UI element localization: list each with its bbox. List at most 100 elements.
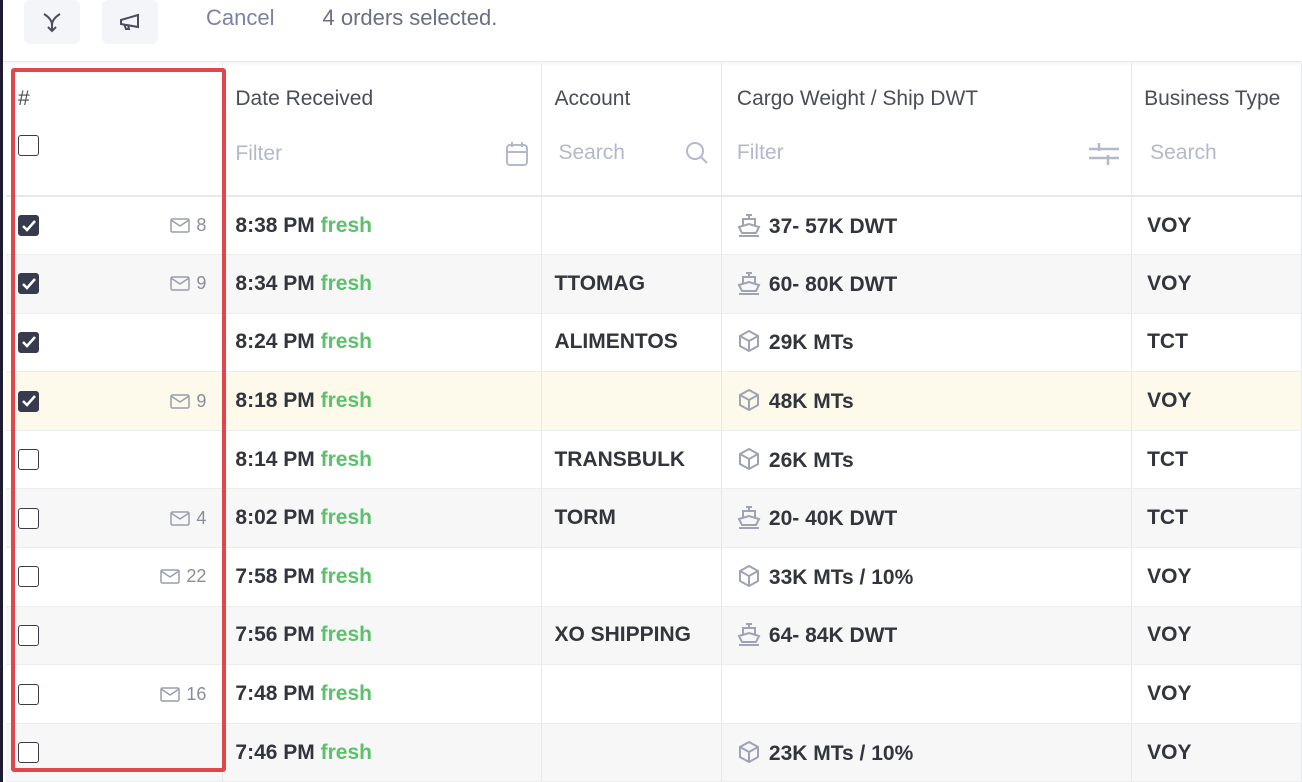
message-count[interactable]: 9 — [170, 273, 206, 294]
message-count-value: 9 — [196, 390, 207, 411]
cargo-cell: 60- 80K DWT — [721, 254, 1133, 314]
announce-button[interactable] — [102, 0, 158, 44]
number-cell: 22 — [6, 547, 224, 607]
account-cell — [541, 547, 722, 607]
table-row[interactable]: 7:56 PM fresh XO SHIPPING 64- 84K DWT VOY — [6, 606, 1302, 666]
search-icon[interactable] — [685, 141, 709, 165]
row-checkbox[interactable] — [18, 390, 39, 412]
account-search-input[interactable]: Search — [558, 141, 625, 164]
column-header-account: Account Search — [541, 63, 722, 197]
number-cell: 9 — [6, 254, 224, 314]
row-checkbox[interactable] — [18, 566, 39, 588]
business-type-cell: VOY — [1131, 664, 1302, 724]
cargo-filter-input[interactable]: Filter — [736, 141, 784, 164]
cargo-value: 26K MTs — [768, 448, 854, 472]
row-checkbox[interactable] — [18, 273, 39, 295]
business-type-cell: VOY — [1131, 547, 1302, 607]
time-received: 7:56 PM — [235, 623, 315, 647]
business-search-input[interactable]: Search — [1150, 141, 1217, 164]
cargo-value: 33K MTs / 10% — [768, 565, 914, 589]
calendar-icon[interactable] — [505, 141, 529, 167]
ship-icon — [737, 213, 761, 237]
account-cell — [541, 196, 722, 256]
date-filter-input[interactable]: Filter — [235, 142, 283, 165]
header-label: Date Received — [235, 87, 374, 110]
header-label: # — [18, 87, 30, 110]
row-checkbox[interactable] — [18, 624, 39, 646]
table-row[interactable]: 4 8:02 PM fresh TORM 20- 40K DWT TCT — [6, 488, 1302, 549]
cancel-button[interactable]: Cancel — [206, 4, 275, 30]
status-label: fresh — [320, 447, 372, 471]
status-label: fresh — [320, 682, 372, 706]
row-checkbox[interactable] — [18, 331, 39, 353]
date-cell: 7:58 PM fresh — [222, 547, 543, 607]
table-row[interactable]: 9 8:34 PM fresh TTOMAG 60- 80K DWT VOY — [6, 254, 1302, 314]
number-cell — [6, 430, 224, 490]
mail-icon — [160, 569, 181, 585]
row-checkbox[interactable] — [18, 683, 39, 705]
message-count[interactable]: 9 — [170, 391, 206, 412]
table-row[interactable]: 7:46 PM fresh 23K MTs / 10% VOY — [6, 723, 1302, 782]
cargo-cell: 29K MTs — [721, 313, 1133, 373]
time-received: 8:14 PM — [235, 447, 315, 471]
cargo-cell: 37- 57K DWT — [721, 196, 1133, 256]
select-all-checkbox[interactable] — [18, 135, 39, 156]
time-received: 8:38 PM — [235, 213, 315, 237]
cargo-cell — [721, 664, 1133, 724]
cargo-cell: 64- 84K DWT — [721, 606, 1133, 666]
time-received: 8:02 PM — [235, 506, 315, 530]
message-count[interactable]: 8 — [170, 215, 206, 236]
merge-arrow-icon — [43, 12, 61, 32]
table-row[interactable]: 8 8:38 PM fresh 37- 57K DWT VOY — [6, 196, 1302, 256]
cargo-value: 64- 84K DWT — [768, 624, 898, 648]
date-cell: 8:24 PM fresh — [222, 313, 543, 373]
date-cell: 8:18 PM fresh — [222, 371, 543, 431]
number-cell — [6, 313, 224, 373]
message-count[interactable]: 22 — [160, 566, 206, 587]
cargo-value: 48K MTs — [768, 390, 854, 414]
mail-icon — [160, 686, 181, 702]
table-row[interactable]: 8:14 PM fresh TRANSBULK 26K MTs TCT — [6, 430, 1302, 490]
column-header-business-type: Business Type Search — [1131, 63, 1302, 197]
row-checkbox[interactable] — [18, 449, 39, 471]
table-row[interactable]: 8:24 PM fresh ALIMENTOS 29K MTs TCT — [6, 313, 1302, 373]
cargo-value: 29K MTs — [768, 331, 854, 355]
number-cell: 9 — [6, 371, 224, 431]
business-type-cell: TCT — [1131, 430, 1302, 490]
time-received: 7:48 PM — [235, 682, 315, 706]
row-checkbox[interactable] — [18, 742, 39, 764]
ship-icon — [737, 271, 761, 295]
mail-icon — [170, 511, 191, 526]
cargo-value: 60- 80K DWT — [768, 272, 898, 296]
ship-icon — [737, 506, 761, 530]
row-checkbox[interactable] — [18, 215, 39, 237]
cargo-cell: 23K MTs / 10% — [721, 723, 1133, 782]
message-count[interactable]: 16 — [160, 684, 206, 705]
message-count-value: 8 — [196, 215, 207, 236]
account-cell — [541, 664, 722, 724]
status-label: fresh — [320, 506, 372, 530]
header-label: Cargo Weight / Ship DWT — [736, 87, 979, 110]
cargo-value: 20- 40K DWT — [768, 507, 898, 531]
business-type-cell: VOY — [1131, 196, 1302, 256]
message-count[interactable]: 4 — [170, 508, 206, 529]
mail-icon — [170, 276, 191, 292]
row-checkbox[interactable] — [18, 507, 39, 529]
merge-button[interactable] — [24, 0, 80, 44]
status-label: fresh — [320, 564, 372, 588]
account-cell: TORM — [541, 488, 722, 549]
sliders-icon[interactable] — [1089, 141, 1120, 165]
header-label: Account — [554, 87, 631, 110]
cargo-value: 23K MTs / 10% — [768, 741, 914, 765]
date-cell: 8:02 PM fresh — [222, 488, 543, 549]
number-cell: 8 — [6, 196, 224, 256]
number-cell — [6, 606, 224, 666]
table-row[interactable]: 16 7:48 PM fresh VOY — [6, 664, 1302, 724]
date-cell: 8:34 PM fresh — [222, 254, 543, 314]
table-row[interactable]: 22 7:58 PM fresh 33K MTs / 10% VOY — [6, 547, 1302, 607]
account-cell: TRANSBULK — [541, 430, 722, 490]
mail-icon — [170, 218, 191, 233]
table-row[interactable]: 9 8:18 PM fresh 48K MTs VOY — [6, 371, 1302, 431]
date-cell: 7:48 PM fresh — [222, 664, 543, 724]
mail-icon — [170, 393, 191, 409]
